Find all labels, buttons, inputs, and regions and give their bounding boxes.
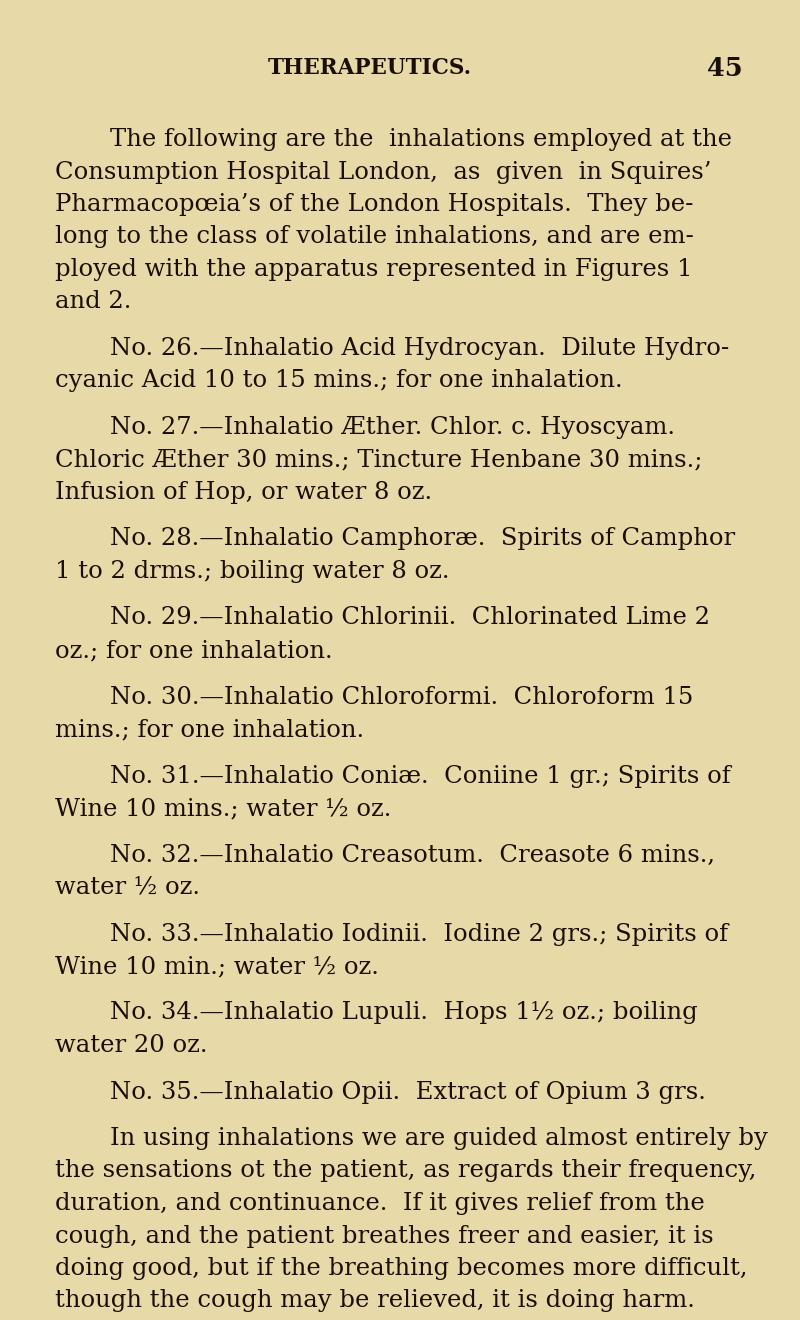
Text: long to the class of volatile inhalations, and are em-: long to the class of volatile inhalation… xyxy=(55,226,694,248)
Text: Wine 10 mins.; water ½ oz.: Wine 10 mins.; water ½ oz. xyxy=(55,797,391,820)
Text: No. 32.—Inhalatio Creasotum.  Creasote 6 mins.,: No. 32.—Inhalatio Creasotum. Creasote 6 … xyxy=(110,843,715,866)
Text: water 20 oz.: water 20 oz. xyxy=(55,1034,207,1057)
Text: In using inhalations we are guided almost entirely by: In using inhalations we are guided almos… xyxy=(110,1127,768,1150)
Text: Pharmacopœia’s of the London Hospitals.  They be-: Pharmacopœia’s of the London Hospitals. … xyxy=(55,193,694,216)
Text: water ½ oz.: water ½ oz. xyxy=(55,876,200,899)
Text: ployed with the apparatus represented in Figures 1: ployed with the apparatus represented in… xyxy=(55,257,693,281)
Text: No. 30.—Inhalatio Chloroformi.  Chloroform 15: No. 30.—Inhalatio Chloroformi. Chlorofor… xyxy=(110,685,694,709)
Text: No. 35.—Inhalatio Opii.  Extract of Opium 3 grs.: No. 35.—Inhalatio Opii. Extract of Opium… xyxy=(110,1081,706,1104)
Text: The following are the  inhalations employed at the: The following are the inhalations employ… xyxy=(110,128,732,150)
Text: duration, and continuance.  If it gives relief from the: duration, and continuance. If it gives r… xyxy=(55,1192,705,1214)
Text: THERAPEUTICS.: THERAPEUTICS. xyxy=(268,57,472,79)
Text: No. 33.—Inhalatio Iodinii.  Iodine 2 grs.; Spirits of: No. 33.—Inhalatio Iodinii. Iodine 2 grs.… xyxy=(110,923,728,945)
Text: 1 to 2 drms.; boiling water 8 oz.: 1 to 2 drms.; boiling water 8 oz. xyxy=(55,560,450,583)
Text: oz.; for one inhalation.: oz.; for one inhalation. xyxy=(55,639,333,663)
Text: No. 27.—Inhalatio Æther. Chlor. c. Hyoscyam.: No. 27.—Inhalatio Æther. Chlor. c. Hyosc… xyxy=(110,416,675,440)
Text: the sensations ot the patient, as regards their frequency,: the sensations ot the patient, as regard… xyxy=(55,1159,756,1183)
Text: Infusion of Hop, or water 8 oz.: Infusion of Hop, or water 8 oz. xyxy=(55,480,432,504)
Text: Wine 10 min.; water ½ oz.: Wine 10 min.; water ½ oz. xyxy=(55,954,379,978)
Text: cough, and the patient breathes freer and easier, it is: cough, and the patient breathes freer an… xyxy=(55,1225,714,1247)
Text: cyanic Acid 10 to 15 mins.; for one inhalation.: cyanic Acid 10 to 15 mins.; for one inha… xyxy=(55,370,622,392)
Text: No. 31.—Inhalatio Coniæ.  Coniine 1 gr.; Spirits of: No. 31.—Inhalatio Coniæ. Coniine 1 gr.; … xyxy=(110,764,730,788)
Text: No. 34.—Inhalatio Lupuli.  Hops 1½ oz.; boiling: No. 34.—Inhalatio Lupuli. Hops 1½ oz.; b… xyxy=(110,1002,698,1024)
Text: though the cough may be relieved, it is doing harm.: though the cough may be relieved, it is … xyxy=(55,1290,695,1312)
Text: Chloric Æther 30 mins.; Tincture Henbane 30 mins.;: Chloric Æther 30 mins.; Tincture Henbane… xyxy=(55,449,702,471)
Text: mins.; for one inhalation.: mins.; for one inhalation. xyxy=(55,718,364,741)
Text: and 2.: and 2. xyxy=(55,290,131,314)
Text: Consumption Hospital London,  as  given  in Squires’: Consumption Hospital London, as given in… xyxy=(55,161,711,183)
Text: No. 28.—Inhalatio Camphoræ.  Spirits of Camphor: No. 28.—Inhalatio Camphoræ. Spirits of C… xyxy=(110,528,735,550)
Text: doing good, but if the breathing becomes more difficult,: doing good, but if the breathing becomes… xyxy=(55,1257,747,1280)
Text: 45: 45 xyxy=(707,55,743,81)
Text: No. 26.—Inhalatio Acid Hydrocyan.  Dilute Hydro-: No. 26.—Inhalatio Acid Hydrocyan. Dilute… xyxy=(110,337,730,360)
Text: No. 29.—Inhalatio Chlorinii.  Chlorinated Lime 2: No. 29.—Inhalatio Chlorinii. Chlorinated… xyxy=(110,606,710,630)
